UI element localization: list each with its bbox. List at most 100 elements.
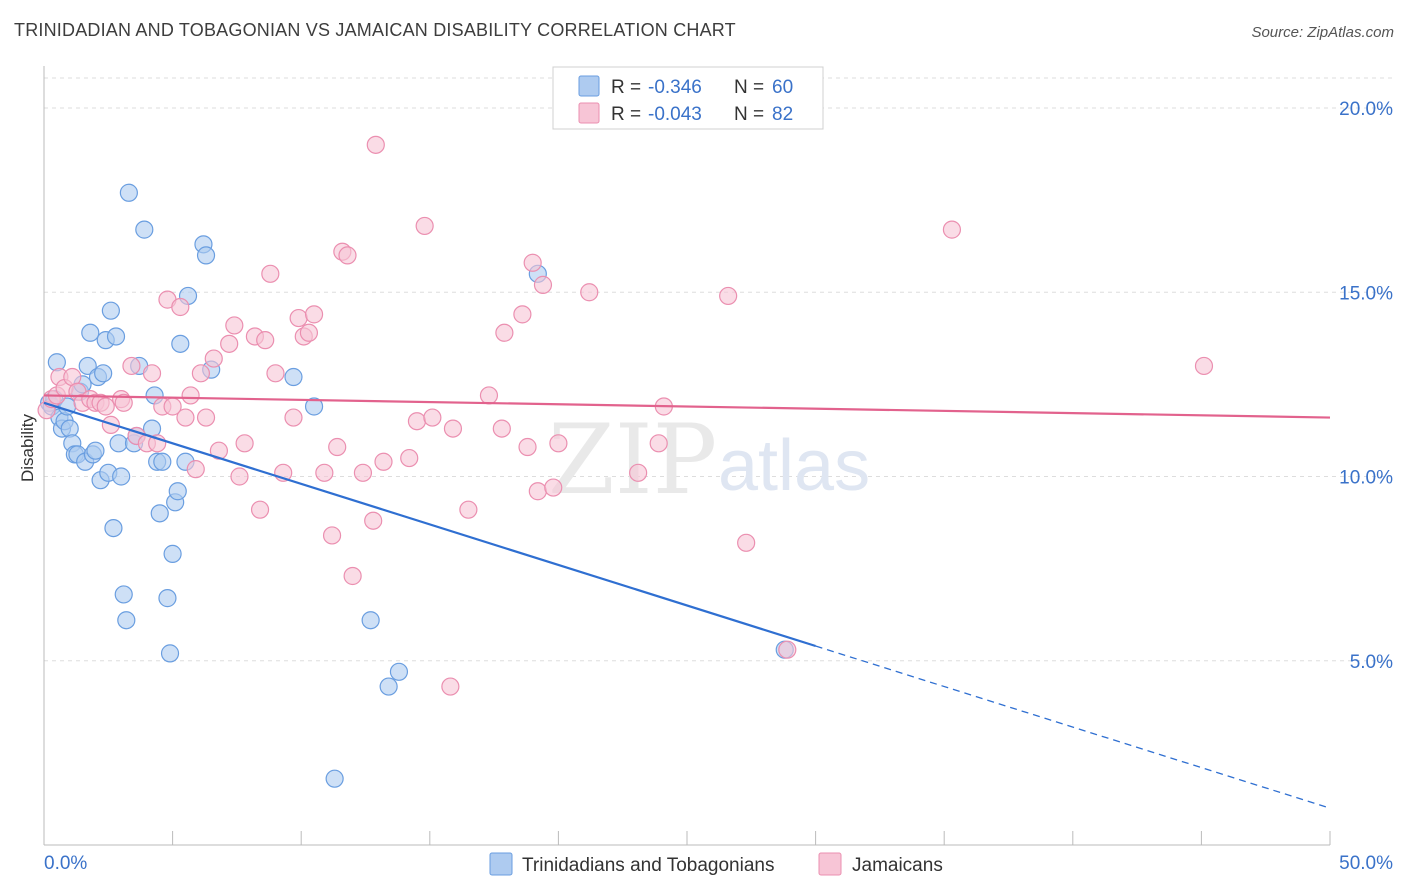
jamaicans-point [580,283,599,302]
trinidadians-point [101,301,120,320]
jamaicans-point [209,441,228,460]
jamaicans-point [407,412,427,431]
jamaicans-point [250,500,270,519]
zipatlas-watermark: ZIP atlas [548,404,870,516]
jamaicans-point [299,323,319,342]
trinidadians-point [158,589,177,608]
jamaicans-point [220,334,239,353]
trinidadians-point [86,441,105,460]
jamaicans-point [513,305,532,324]
jamaicans-point [518,437,537,457]
trinidadians-point [81,323,100,342]
trinidadians-point [361,611,380,630]
jamaicans-point [181,386,200,405]
series-legend: Trinidadians and Tobagonians Jamaicans [489,852,943,876]
jamaicans-point [443,419,463,438]
trinidadians-point [304,397,324,416]
trinidadians-point [117,611,136,630]
legend-r-value-blue: -0.346 [648,77,702,98]
stats-legend: R = -0.346 N = 60 R = -0.043 N = 82 [552,66,824,130]
bottom-legend-swatch-blue [489,852,513,876]
jamaicans-point [338,246,357,265]
trinidadians-point [47,353,66,372]
y-tick-label: 15.0% [1339,283,1393,304]
jamaicans-point [266,364,285,383]
trinidadians-point [119,183,138,202]
x-tick-labels: 0.0% 50.0% [44,853,1393,874]
legend-swatch-blue [578,75,600,97]
trinidadians-point [389,662,409,681]
jamaicans-point [315,463,334,482]
jamaicans-point [196,408,216,427]
jamaicans-point [256,331,275,350]
jamaicans-point [364,511,383,530]
chart-title: TRINIDADIAN AND TOBAGONIAN VS JAMAICAN D… [14,20,736,40]
jamaicans-point [353,463,373,482]
trinidadians-point [106,327,126,346]
legend-n-value-blue: 60 [772,77,793,98]
legend-n-value-pink: 82 [772,104,793,125]
axes [43,66,1331,846]
trinidadians-point [135,220,154,239]
jamaicans-point [289,308,308,328]
watermark-atlas: atlas [718,426,870,506]
jamaicans-point [176,408,195,427]
x-tick-label-max: 50.0% [1339,853,1393,874]
jamaicans-point [737,533,756,552]
jamaicans-point [230,467,249,486]
trinidadians-point [163,544,182,563]
y-tick-label: 10.0% [1339,468,1393,489]
trinidadians-point [196,246,216,265]
jamaicans-point [459,500,478,519]
jamaicans-point [441,677,460,696]
jamaicans-point [204,349,223,368]
jamaicans-point [528,482,547,501]
jamaicans-point [304,305,324,324]
jamaicans-point [366,135,385,154]
jamaicans-point [629,463,648,482]
source-credit: Source: ZipAtlas.com [1251,24,1394,41]
y-tick-label: 20.0% [1339,99,1393,120]
trinidadians-point [94,364,113,383]
trend-line-trinidadians-extension [815,645,1331,809]
jamaicans-point [191,364,210,383]
jamaicans-point [400,448,419,468]
jamaicans-point [479,386,499,405]
jamaicans-point [374,452,393,471]
watermark-zip: ZIP [548,404,717,516]
jamaicans-point [114,393,133,412]
legend-n-label-blue: N = [734,77,764,98]
trinidadians-point [160,644,180,663]
jamaicans-point [322,526,342,545]
jamaicans-point [186,460,205,479]
jamaicans-point [343,566,362,586]
bottom-legend-label-trinidadians: Trinidadians and Tobagonians [522,855,774,876]
jamaicans-point [122,356,141,376]
x-tick-label-min: 0.0% [44,853,87,874]
jamaicans-point [549,434,568,453]
trend-line-jamaicans [43,394,1331,419]
trinidadians-point [112,467,131,486]
trinidadians-point [153,452,172,471]
grid-lines [44,77,1392,662]
jamaicans-point [96,397,115,416]
trend-line-trinidadians [43,401,816,648]
trinidadians-point [104,518,123,538]
jamaicans-point [719,286,738,306]
jamaicans-point [778,640,797,659]
jamaicans-point [261,264,280,283]
legend-r-value-pink: -0.043 [648,104,702,125]
jamaicans-point [533,275,553,294]
jamaicans-point [171,297,190,317]
jamaicans-point [942,220,962,239]
trinidadians-point [379,677,398,696]
y-tick-label: 5.0% [1350,652,1393,673]
jamaicans-point [328,437,347,457]
legend-r-label-blue: R = [611,77,641,98]
jamaicans-point [523,253,542,272]
jamaicans-point [225,316,244,335]
jamaicans-point [284,408,303,427]
legend-r-label-pink: R = [611,104,641,125]
bottom-legend-label-jamaicans: Jamaicans [852,855,943,876]
